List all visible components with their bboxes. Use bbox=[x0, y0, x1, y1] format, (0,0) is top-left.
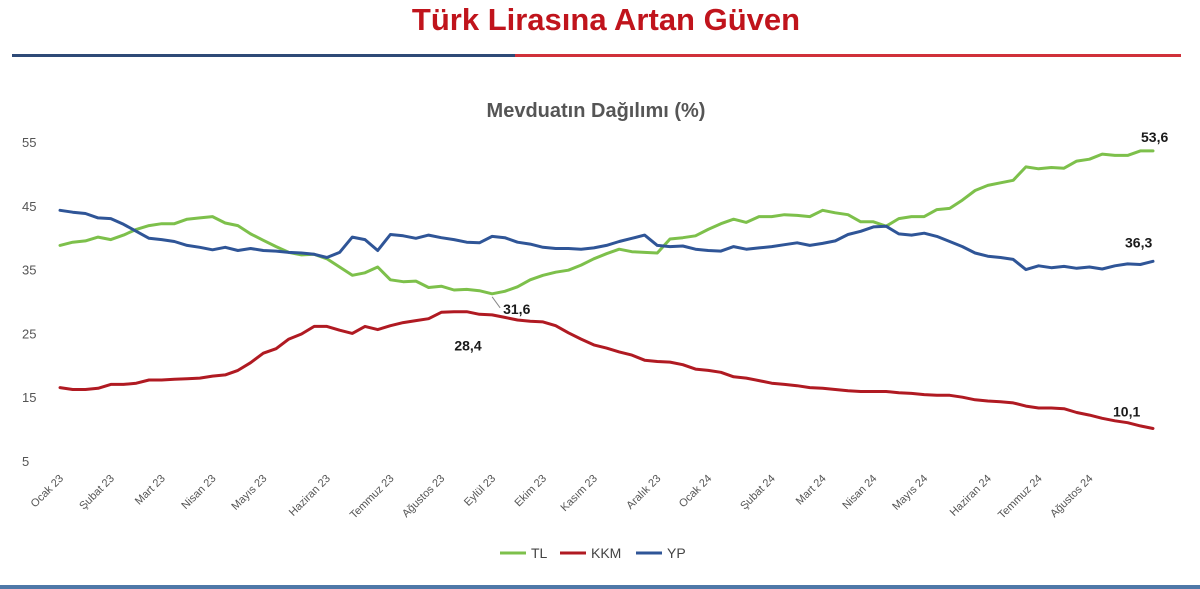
page-title: Türk Lirasına Artan Güven bbox=[411, 2, 801, 37]
series-line-tl bbox=[58, 149, 1155, 296]
x-tick-label: Nisan 23 bbox=[179, 473, 218, 512]
tl-last-label: 53,6 bbox=[1141, 129, 1168, 145]
x-tick-label: Şubat 23 bbox=[77, 473, 117, 513]
yp-last-label: 36,3 bbox=[1125, 234, 1152, 250]
legend-label-tl: TL bbox=[531, 545, 548, 561]
x-tick-label: Mayıs 23 bbox=[229, 473, 269, 513]
x-tick-label: Kasım 23 bbox=[559, 473, 600, 514]
series-line-kkm bbox=[58, 310, 1155, 430]
y-tick-label: 15 bbox=[22, 390, 36, 405]
x-tick-label: Haziran 23 bbox=[287, 473, 333, 519]
data-labels: 53,6 36,3 10,1 28,4 31,6 bbox=[454, 129, 1168, 420]
y-tick-label: 55 bbox=[22, 135, 36, 150]
chart-subtitle: Mevduatın Dağılımı (%) bbox=[487, 100, 706, 122]
header-rule-right bbox=[515, 54, 1181, 57]
header-rule-left bbox=[12, 54, 515, 57]
tl-min-leader bbox=[491, 296, 501, 309]
x-tick-label: Ocak 24 bbox=[677, 473, 714, 510]
x-tick-label: Ocak 23 bbox=[29, 473, 66, 510]
y-axis: 5 15 25 35 45 55 bbox=[22, 135, 36, 469]
legend-label-kkm: KKM bbox=[591, 545, 621, 561]
series-line-yp bbox=[58, 208, 1155, 272]
x-tick-label: Nisan 24 bbox=[840, 473, 879, 512]
legend: TL KKM YP bbox=[500, 545, 686, 561]
tl-min-label: 31,6 bbox=[503, 301, 530, 317]
y-tick-label: 25 bbox=[22, 326, 36, 341]
bottom-edge-bar bbox=[0, 585, 1200, 589]
x-tick-label: Temmuz 24 bbox=[996, 473, 1045, 522]
x-tick-label: Mayıs 24 bbox=[890, 473, 930, 513]
x-tick-label: Şubat 24 bbox=[738, 473, 778, 513]
y-tick-label: 45 bbox=[22, 199, 36, 214]
x-tick-label: Temmuz 23 bbox=[348, 473, 397, 522]
y-tick-label: 5 bbox=[22, 454, 29, 469]
x-tick-label: Mart 23 bbox=[133, 473, 168, 508]
x-tick-label: Ağustos 24 bbox=[1048, 473, 1095, 520]
x-tick-label: Ekim 23 bbox=[512, 473, 549, 510]
kkm-peak-label: 28,4 bbox=[454, 338, 481, 354]
y-tick-label: 35 bbox=[22, 263, 36, 278]
x-tick-label: Eylül 23 bbox=[462, 473, 498, 509]
kkm-last-label: 10,1 bbox=[1113, 403, 1140, 419]
x-tick-label: Haziran 24 bbox=[948, 473, 994, 519]
x-tick-label: Mart 24 bbox=[794, 473, 829, 508]
x-axis: Ocak 23 Şubat 23 Mart 23 Nisan 23 Mayıs 23 Ha… bbox=[29, 473, 1096, 522]
legend-label-yp: YP bbox=[667, 545, 686, 561]
x-tick-label: Ağustos 23 bbox=[400, 473, 447, 520]
x-tick-label: Aralık 23 bbox=[624, 473, 663, 512]
series-lines bbox=[58, 149, 1155, 430]
